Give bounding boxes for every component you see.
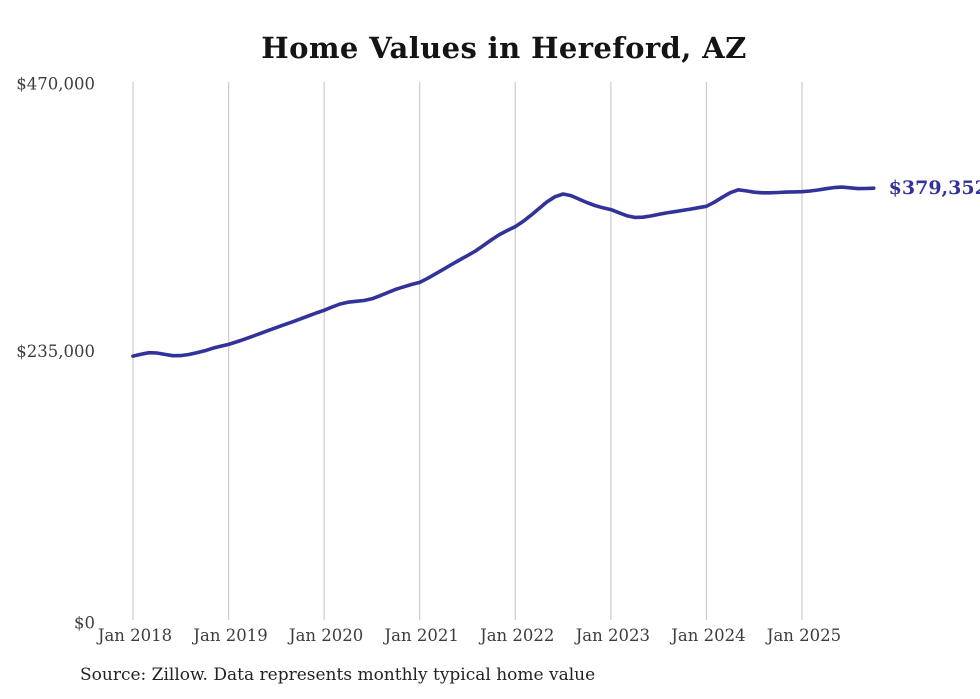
x-tick-jan-2024: Jan 2024 [669,626,745,645]
x-tick-jan-2018: Jan 2018 [96,626,172,645]
x-tick-jan-2025: Jan 2025 [765,626,841,645]
x-tick-jan-2022: Jan 2022 [478,626,554,645]
x-tick-jan-2021: Jan 2021 [383,626,459,645]
current-value-label: $379,352 [889,177,980,199]
y-axis-labels: $470,000 $235,000 $0 [16,75,95,633]
y-tick-235000: $235,000 [16,342,95,361]
x-axis-labels: Jan 2018 Jan 2019 Jan 2020 Jan 2021 Jan … [96,626,841,645]
x-tick-jan-2023: Jan 2023 [574,626,650,645]
x-tick-jan-2019: Jan 2019 [191,626,267,645]
source-note: Source: Zillow. Data represents monthly … [80,665,596,685]
home-value-line [131,185,876,358]
y-tick-470000: $470,000 [16,75,95,94]
chart-title: Home Values in Hereford, AZ [261,31,747,65]
x-tick-jan-2020: Jan 2020 [287,626,363,645]
gridlines [132,82,803,620]
y-tick-0: $0 [74,614,95,633]
